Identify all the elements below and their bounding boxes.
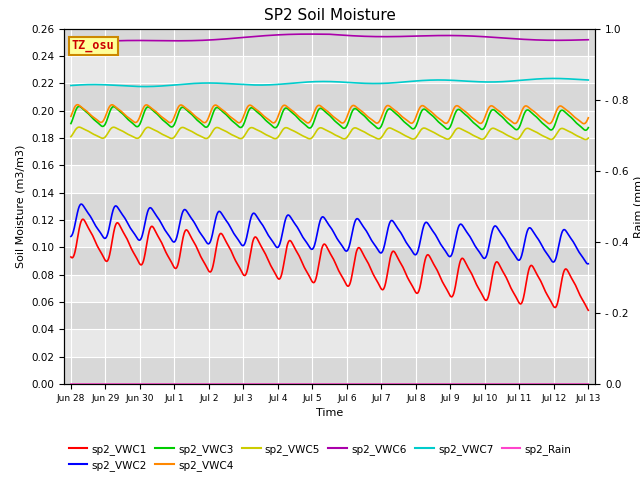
Bar <box>64 111 595 138</box>
Bar <box>64 84 595 111</box>
Bar <box>64 302 595 329</box>
Bar <box>64 357 595 384</box>
Bar <box>64 275 595 302</box>
Y-axis label: Soil Moisture (m3/m3): Soil Moisture (m3/m3) <box>15 144 26 268</box>
Y-axis label: Raim (mm): Raim (mm) <box>634 175 640 238</box>
Bar <box>64 29 595 56</box>
Bar <box>64 193 595 220</box>
Text: TZ_osu: TZ_osu <box>72 39 115 52</box>
Bar <box>64 138 595 166</box>
Bar <box>64 220 595 247</box>
X-axis label: Time: Time <box>316 408 343 418</box>
Title: SP2 Soil Moisture: SP2 Soil Moisture <box>264 9 396 24</box>
Bar <box>64 247 595 275</box>
Legend: sp2_VWC1, sp2_VWC2, sp2_VWC3, sp2_VWC4, sp2_VWC5, sp2_VWC6, sp2_VWC7, sp2_Rain: sp2_VWC1, sp2_VWC2, sp2_VWC3, sp2_VWC4, … <box>65 439 575 475</box>
Bar <box>64 329 595 357</box>
Bar <box>64 56 595 84</box>
Bar <box>64 166 595 193</box>
